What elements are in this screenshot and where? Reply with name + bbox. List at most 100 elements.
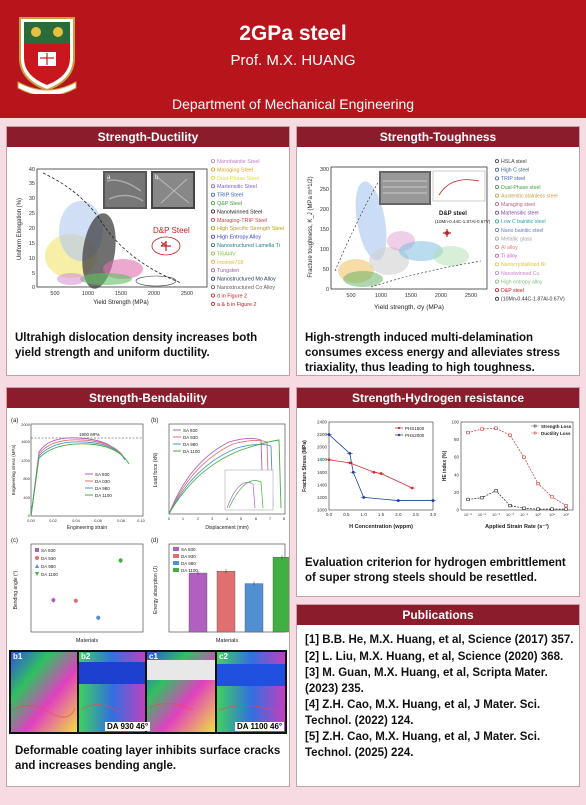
panel-strength-hydrogen: Strength-Hydrogen resistance 1000 1200 140… [296, 387, 580, 597]
xtick: 5 [240, 516, 243, 521]
legend-item: HSLA steel [501, 159, 527, 165]
ytick: 250 [320, 187, 329, 193]
data-point [564, 507, 568, 511]
legend-marker [494, 184, 499, 189]
xtick: 10¹ [549, 512, 555, 517]
legend-marker [494, 159, 499, 164]
legend-marker [494, 288, 499, 293]
micrograph-tag: b1 [13, 652, 23, 661]
legend-item: Maraging Steel [217, 167, 253, 173]
legend-item: DA 1100 [95, 493, 112, 498]
y-axis-label: Load force (kN) [153, 452, 159, 487]
legend-item: a & b in Figure 2 [217, 302, 257, 308]
poster-title: 2GPa steel [239, 22, 347, 45]
legend-marker [494, 202, 499, 207]
poster-header: 2GPa steel Prof. M.X. HUANG Department o… [0, 0, 586, 118]
xtick: 2.0 [395, 512, 402, 517]
data-point [327, 433, 331, 436]
legend-item: Martensitic steel [501, 211, 538, 217]
xtick: 0.06 [94, 518, 103, 523]
toughness-legend: HSLA steel High C steel TRIP steel Dual-Pha… [494, 159, 565, 303]
ytick: 50 [323, 267, 329, 273]
legend-marker [210, 201, 215, 206]
data-point [466, 497, 470, 502]
ytick: 35 [29, 181, 35, 187]
y-axis-label: HE index (%) [442, 450, 448, 481]
ytick: 1800 [317, 457, 328, 462]
legend-marker [210, 159, 215, 164]
legend-item: Nanostructured Mo Alloy [217, 277, 276, 283]
publication-item: [3] M. Guan, M.X. Huang, et al, Scripta … [305, 667, 548, 695]
legend-item: Ti alloy [501, 254, 518, 260]
xtick: 0.0 [326, 512, 333, 517]
y-axis-label: Fracture Stress (MPa) [302, 440, 308, 492]
ytick: 5 [32, 271, 35, 277]
legend-marker [494, 219, 499, 224]
publication-item: [1] B.B. He, M.X. Huang, et al, Science … [305, 634, 574, 646]
xtick: 0 [168, 516, 171, 521]
legend-item: DA 980 [183, 442, 198, 447]
legend-item: High entropy alloy [501, 279, 543, 285]
micrograph-tag: c1 [149, 652, 158, 661]
legend-marker [494, 210, 499, 215]
legend-marker [494, 245, 499, 250]
legend-item: SA 930 [95, 472, 110, 477]
legend-marker [494, 279, 499, 284]
xtick: 1500 [405, 293, 417, 299]
legend-item: Martensitic Steel [217, 184, 257, 190]
legend-marker [210, 259, 215, 264]
bendability-caption: Deformable coating layer inhibits surfac… [15, 745, 281, 772]
legend-item: DA 930 [181, 554, 196, 559]
series-line [467, 427, 567, 506]
legend-marker [494, 296, 499, 301]
publication-item: [4] Z.H. Cao, M.X. Huang, et al, J Mater… [305, 699, 541, 727]
legend-item: DA 030 [95, 479, 110, 484]
panel-strength-ductility: Strength-Ductility 0 5 10 15 20 25 30 35… [6, 126, 290, 376]
reference-line-label: 1900 MPa [79, 432, 100, 437]
legend-item: Nanotwinned Steel [217, 209, 262, 215]
legend-item: DA 930 [183, 435, 198, 440]
legend-item: Dual-Phase Steel [217, 176, 259, 182]
legend-marker [210, 293, 215, 298]
bar [216, 571, 236, 633]
ytick: 80 [454, 437, 460, 442]
fig-b-load-displacement: (b) 0 1 2 3 4 5 6 7 8 Displacement (mm) … [149, 412, 289, 532]
legend-item: Nanostructured Co Alloy [217, 285, 275, 291]
legend-item: Low C bainitic steel [501, 219, 546, 225]
y-axis-label: Bending angle (°) [13, 570, 19, 609]
xtick: 10⁻³ [492, 512, 501, 517]
xtick: 0.04 [72, 518, 81, 523]
legend-item: High Entropy Alloy [217, 235, 261, 241]
panel-title: Strength-Hydrogen resistance [297, 388, 579, 408]
legend-marker [210, 301, 215, 306]
xtick: 7 [269, 516, 272, 521]
xtick: 0.10 [137, 518, 146, 523]
data-point [73, 598, 78, 603]
x-axis-label: Applied Strain Rate (s⁻¹) [485, 523, 549, 530]
ytick: 1200 [21, 458, 31, 463]
xtick: 10⁰ [535, 512, 541, 517]
toughness-figure: 0 50 100 150 200 250 300 500 1000 1500 2… [301, 151, 575, 319]
legend-item: DA 1100 [181, 568, 198, 573]
legend-item: DA 1100 [41, 572, 58, 577]
legend-item: DA 930 [41, 556, 56, 561]
legend-item: SA 930 [41, 548, 56, 553]
legend-item: Al alloy [501, 245, 518, 251]
fig-d-energy-absorption: (d) Materials Energy absorption (J) SA 9… [149, 534, 292, 646]
fig-label: (d) [151, 538, 158, 544]
toughness-caption: High-strength induced multi-delamination… [305, 332, 561, 374]
data-point [494, 489, 498, 493]
legend-item: Q&P Steel [217, 201, 242, 207]
y-axis-label: Energy absorption (J) [153, 566, 159, 614]
ytick: 1600 [317, 470, 328, 475]
xtick: 1000 [82, 291, 94, 297]
ytick: 15 [29, 241, 35, 247]
ytick: 2400 [317, 420, 328, 425]
data-point [431, 499, 435, 502]
legend-item: Dual-Phase steel [501, 185, 541, 191]
data-point [362, 496, 366, 499]
inset-b-label: b [155, 175, 159, 181]
bar [244, 583, 264, 633]
legend-marker [494, 262, 499, 267]
legend-marker [210, 209, 215, 214]
